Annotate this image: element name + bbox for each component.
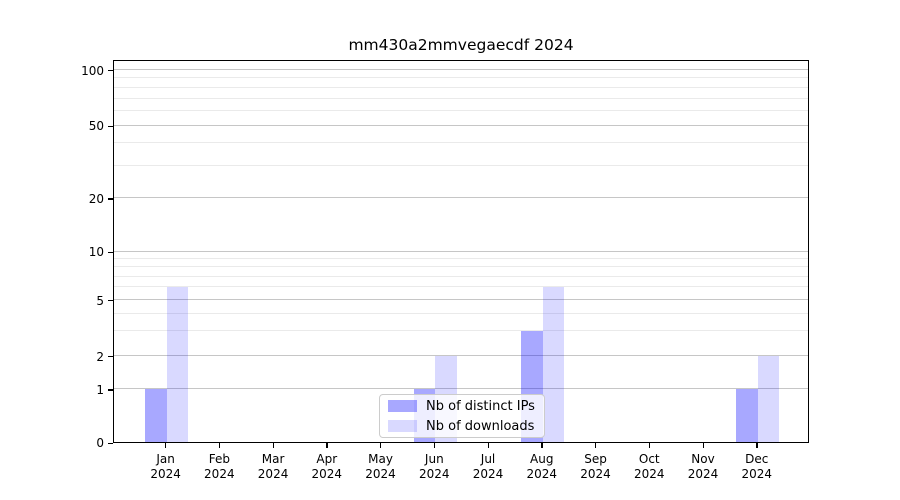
- x-tick-mark: [702, 443, 704, 448]
- legend-label-downloads: Nb of downloads: [426, 418, 535, 434]
- bar-distinct-ips-jan: [145, 388, 167, 442]
- x-tick-mark: [165, 443, 167, 448]
- legend-label-distinct-ips: Nb of distinct IPs: [426, 398, 535, 414]
- x-tick-label: May 2024: [365, 452, 396, 481]
- x-tick-mark: [326, 443, 328, 448]
- legend: Nb of distinct IPs Nb of downloads: [379, 394, 545, 438]
- x-tick-mark: [218, 443, 221, 448]
- y-tick-label: 2: [96, 349, 104, 364]
- y-tick-mark: [108, 125, 113, 128]
- distinct-ips-swatch: [388, 400, 417, 412]
- y-tick-label: 5: [96, 293, 104, 308]
- y-tick-mark: [108, 300, 113, 302]
- x-tick-mark: [272, 443, 274, 448]
- x-tick-mark: [380, 443, 382, 448]
- x-tick-label: Feb 2024: [204, 452, 235, 481]
- x-tick-label: Aug 2024: [526, 452, 558, 481]
- x-tick-label: Apr 2024: [311, 452, 343, 481]
- minor-gridline: [114, 142, 808, 144]
- x-tick-label: Sep 2024: [580, 452, 611, 481]
- major-gridline: [114, 197, 808, 199]
- x-tick-label: Jun 2024: [419, 452, 450, 481]
- x-tick-label: Dec 2024: [741, 452, 772, 481]
- minor-gridline: [114, 312, 808, 314]
- bar-downloads-jan: [166, 286, 189, 442]
- bar-downloads-aug: [542, 286, 565, 442]
- bar-distinct-ips-dec: [736, 388, 758, 442]
- y-tick-mark: [108, 389, 113, 391]
- downloads-swatch: [388, 420, 417, 432]
- x-tick-label: Jul 2024: [472, 452, 504, 481]
- y-tick-label: 20: [88, 191, 104, 206]
- y-tick-mark: [108, 70, 113, 72]
- minor-gridline: [114, 286, 808, 288]
- y-tick-mark: [108, 198, 113, 200]
- x-tick-label: Mar 2024: [257, 452, 289, 481]
- x-tick-label: Oct 2024: [633, 452, 665, 481]
- minor-gridline: [114, 77, 808, 79]
- minor-gridline: [114, 258, 808, 260]
- minor-gridline: [114, 110, 808, 112]
- major-gridline: [114, 355, 808, 356]
- x-tick-mark: [487, 443, 489, 448]
- y-tick-label: 1: [96, 382, 104, 397]
- legend-item-distinct-ips: Nb of distinct IPs: [388, 398, 544, 415]
- x-tick-mark: [595, 443, 597, 448]
- major-gridline: [114, 250, 808, 252]
- x-tick-mark: [541, 443, 543, 448]
- y-tick-label: 0: [96, 436, 104, 450]
- y-tick-mark: [108, 251, 113, 254]
- y-tick-mark: [108, 356, 113, 358]
- y-tick-label: 50: [88, 119, 104, 134]
- y-tick-mark: [108, 442, 113, 444]
- major-gridline: [114, 388, 808, 390]
- x-tick-label: Jan 2024: [150, 452, 181, 481]
- major-gridline: [114, 69, 808, 70]
- x-tick-mark: [433, 443, 436, 448]
- minor-gridline: [114, 330, 808, 332]
- x-tick-mark: [756, 443, 758, 448]
- major-gridline: [114, 299, 808, 300]
- major-gridline: [114, 124, 808, 126]
- x-tick-mark: [648, 443, 651, 448]
- chart-title: mm430a2mmvegaecdf 2024: [348, 36, 574, 54]
- y-tick-label: 100: [81, 63, 104, 78]
- legend-item-downloads: Nb of downloads: [388, 418, 544, 435]
- minor-gridline: [114, 97, 808, 99]
- bar-downloads-dec: [757, 355, 780, 442]
- minor-gridline: [114, 86, 808, 88]
- y-tick-label: 10: [88, 245, 104, 260]
- minor-gridline: [114, 266, 808, 268]
- plot-area: Nb of distinct IPs Nb of downloads: [113, 60, 809, 443]
- minor-gridline: [114, 275, 808, 277]
- x-tick-label: Nov 2024: [687, 452, 719, 481]
- minor-gridline: [114, 165, 808, 167]
